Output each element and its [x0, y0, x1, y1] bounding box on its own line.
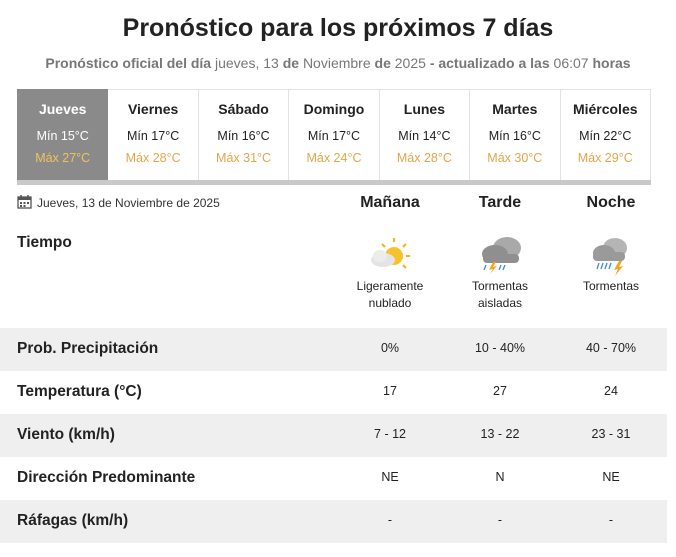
row-value: - [608, 513, 614, 527]
day-min: Mín 16°C [488, 129, 541, 143]
day-max: Máx 28°C [125, 151, 181, 165]
day-name: Domingo [303, 101, 365, 117]
row-value: NE [381, 470, 399, 484]
subtitle-part: 06:07 [553, 55, 589, 71]
data-row: Temperatura (°C) 17 27 24 [0, 371, 667, 414]
row-value: NE [602, 470, 620, 484]
period-header: Mañana [360, 194, 420, 211]
day-tab[interactable]: Lunes Mín 14°C Máx 28°C [379, 89, 471, 180]
day-tab[interactable]: Martes Mín 16°C Máx 30°C [470, 89, 561, 180]
row-value: 24 [604, 384, 618, 398]
condition: Tormentas [582, 279, 640, 293]
data-row: Viento (km/h) 7 - 12 13 - 22 23 - 31 [0, 414, 667, 457]
subtitle-part: - actualizado a las [429, 55, 550, 71]
subtitle-part: Noviembre [302, 55, 371, 71]
day-max: Máx 28°C [396, 151, 452, 165]
day-min: Mín 16°C [217, 129, 270, 143]
date: Jueves, 13 de Noviembre de 2025 [37, 196, 220, 210]
day-max: Máx 31°C [216, 151, 272, 165]
row-value: 40 - 70% [585, 341, 637, 355]
row-value: 10 - 40% [474, 341, 526, 355]
subtitle: Pronóstico oficial del día jueves, 13 de… [0, 55, 676, 71]
condition: Tormentas aisladas [471, 279, 529, 310]
data-row: Dirección Predominante NE N NE [0, 457, 667, 500]
day-min: Mín 14°C [398, 129, 451, 143]
subtitle-part: jueves, 13 [214, 55, 279, 71]
day-name: Martes [492, 101, 538, 117]
subtitle-part: de [374, 55, 391, 71]
row-label: Prob. Precipitación [17, 340, 159, 357]
day-name: Lunes [403, 101, 446, 117]
period-header: Noche [586, 194, 636, 211]
subtitle-part: Pronóstico oficial del día [45, 55, 212, 71]
row-value: 17 [383, 384, 397, 398]
subtitle-part: horas [592, 55, 631, 71]
day-max: Máx 30°C [487, 151, 543, 165]
tabs-underline [17, 180, 651, 185]
day-tabs: Jueves Mín 15°C Máx 27°C Viernes Mín 17°C Máx… [17, 89, 651, 180]
row-value: 27 [493, 384, 507, 398]
day-tab[interactable]: Miércoles Mín 22°C Máx 29°C [560, 89, 651, 180]
day-name: Sábado [218, 101, 269, 117]
weather-label: Tiempo [17, 234, 72, 251]
calendar-icon [17, 195, 32, 209]
row-value: 0% [380, 341, 400, 355]
thunderstorm-icon [593, 238, 627, 276]
day-name: Jueves [38, 101, 87, 117]
row-label: Dirección Predominante [17, 469, 196, 486]
day-min: Mín 17°C [127, 129, 180, 143]
day-tab[interactable]: Jueves Mín 15°C Máx 27°C [17, 89, 109, 180]
day-min: Mín 22°C [579, 129, 632, 143]
day-tab[interactable]: Viernes Mín 17°C Máx 28°C [108, 89, 199, 180]
row-value: 13 - 22 [480, 427, 520, 441]
day-name: Viernes [127, 101, 179, 117]
row-value: N [495, 470, 505, 484]
row-label: Temperatura (°C) [17, 383, 142, 400]
subtitle-part: 2025 [394, 55, 426, 71]
row-value: - [387, 513, 393, 527]
day-max: Máx 24°C [306, 151, 362, 165]
storm-icon [482, 237, 521, 274]
day-tab[interactable]: Sábado Mín 16°C Máx 31°C [198, 89, 290, 180]
data-row: Ráfagas (km/h) - - - [0, 500, 667, 543]
day-max: Máx 29°C [577, 151, 633, 165]
day-min: Mín 15°C [36, 129, 89, 143]
day-name: Miércoles [572, 101, 638, 117]
day-tab[interactable]: Domingo Mín 17°C Máx 24°C [289, 89, 380, 180]
day-max: Máx 27°C [35, 151, 91, 165]
row-label: Viento (km/h) [17, 426, 115, 443]
condition: Ligeramente nublado [356, 279, 424, 310]
row-label: Ráfagas (km/h) [17, 512, 129, 529]
day-min: Mín 17°C [307, 129, 361, 143]
period-header: Tarde [478, 194, 522, 211]
partly-cloudy-icon [371, 238, 410, 269]
data-row: Prob. Precipitación 0% 10 - 40% 40 - 70% [0, 328, 667, 371]
row-value: 7 - 12 [374, 427, 406, 441]
row-value: - [497, 513, 503, 527]
subtitle-part: de [282, 55, 300, 71]
row-value: 23 - 31 [591, 427, 631, 441]
title: Pronóstico para los próximos 7 días [122, 14, 554, 42]
